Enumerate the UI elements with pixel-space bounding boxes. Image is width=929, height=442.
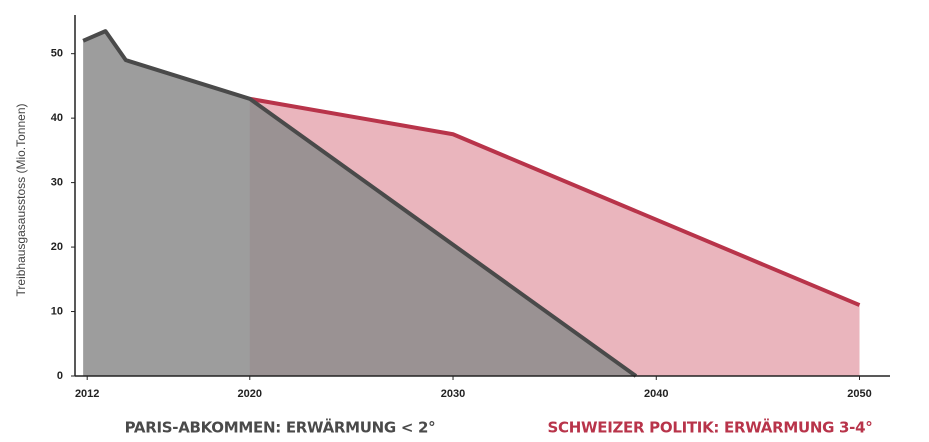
y-tick-label: 40: [51, 112, 63, 124]
x-tick-label: 2040: [644, 388, 668, 400]
y-tick-label: 20: [51, 241, 63, 253]
line: [249, 96, 861, 307]
legend-label: PARIS-ABKOMMEN: ERWÄRMUNG < 2°: [125, 418, 436, 437]
y-axis-label: Treibhausgasausstoss (Mio.Tonnen): [14, 104, 28, 297]
x-tick-label: 2012: [75, 388, 99, 400]
x-tick-label: 2020: [238, 388, 262, 400]
y-tick-label: 10: [51, 305, 63, 317]
legend-label: SCHWEIZER POLITIK: ERWÄRMUNG 3-4°: [548, 418, 873, 437]
line: [82, 29, 638, 378]
area: [83, 31, 636, 377]
y-tick-label: 30: [51, 177, 63, 189]
x-tick-label: 2030: [441, 388, 465, 400]
y-tick-label: 0: [57, 370, 63, 382]
x-tick-label: 2050: [847, 388, 871, 400]
y-tick-label: 50: [51, 48, 63, 60]
